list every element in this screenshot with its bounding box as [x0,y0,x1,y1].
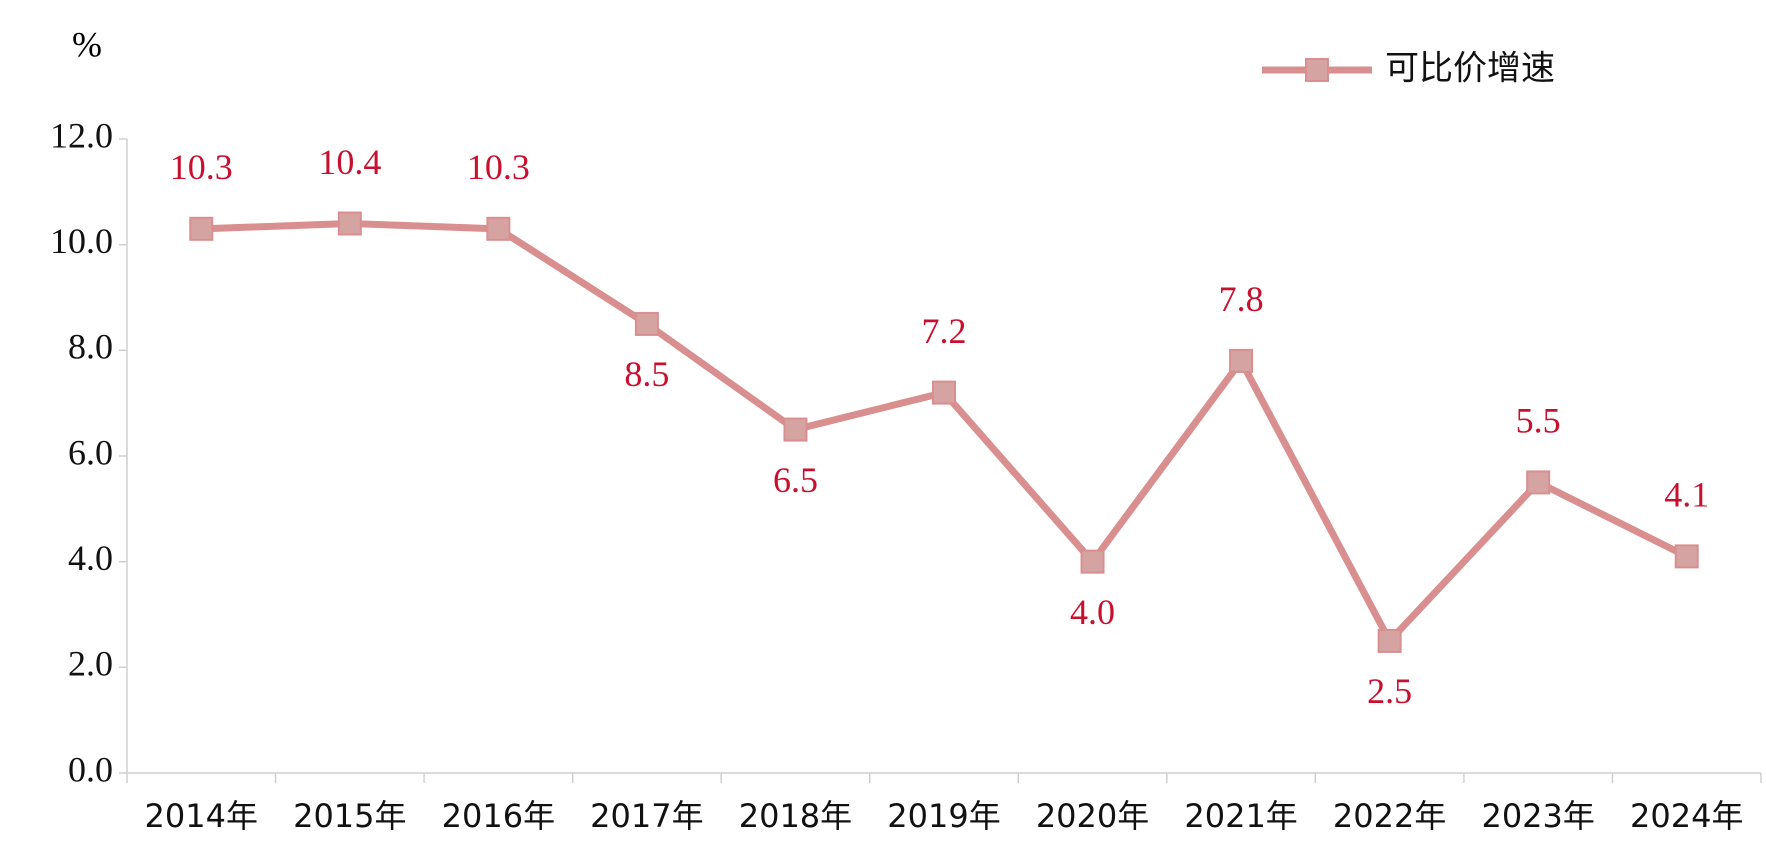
y-tick-label: 4.0 [68,538,113,578]
y-tick-label: 8.0 [68,327,113,367]
marker [1526,470,1551,495]
data-label: 10.3 [467,147,530,187]
x-tick-label: 2023年 [1481,797,1594,835]
x-tick-label: 2022年 [1333,797,1446,835]
data-label: 7.8 [1219,279,1264,319]
y-tick-label: 12.0 [50,115,113,155]
data-label: 5.5 [1516,401,1561,441]
y-unit: % [72,24,102,64]
marker [189,216,214,241]
data-label: 4.1 [1664,475,1709,515]
marker [932,380,956,405]
marker [783,417,808,442]
x-tick-label: 2020年 [1036,797,1149,835]
marker [1229,348,1254,373]
data-label: 10.3 [170,147,233,187]
marker [1674,544,1699,569]
x-tick-label: 2016年 [442,797,555,835]
marker [1377,628,1402,653]
y-tick-label: 2.0 [68,644,113,684]
data-label: 4.0 [1070,592,1115,632]
data-label: 6.5 [773,460,818,500]
x-tick-label: 2014年 [145,797,258,835]
y-tick-label: 10.0 [50,221,113,261]
data-label: 2.5 [1367,671,1412,711]
data-label: 10.4 [318,142,381,182]
x-tick-label: 2015年 [293,797,406,835]
series-line [201,220,1689,645]
x-tick-label: 2019年 [887,797,1000,835]
x-tick-label: 2017年 [590,797,703,835]
marker [634,311,659,336]
x-tick-label: 2024年 [1630,797,1743,835]
x-tick-label: 2021年 [1184,797,1297,835]
x-tick-label: 2018年 [739,797,852,835]
data-label: 7.2 [922,311,967,351]
marker [486,216,511,241]
legend-label: 可比价增速 [1385,49,1555,89]
y-tick-label: 6.0 [68,432,113,472]
data-label: 8.5 [624,354,669,394]
legend-marker [1305,58,1329,82]
marker [1080,549,1105,574]
y-tick-label: 0.0 [68,749,113,789]
marker [337,211,362,236]
